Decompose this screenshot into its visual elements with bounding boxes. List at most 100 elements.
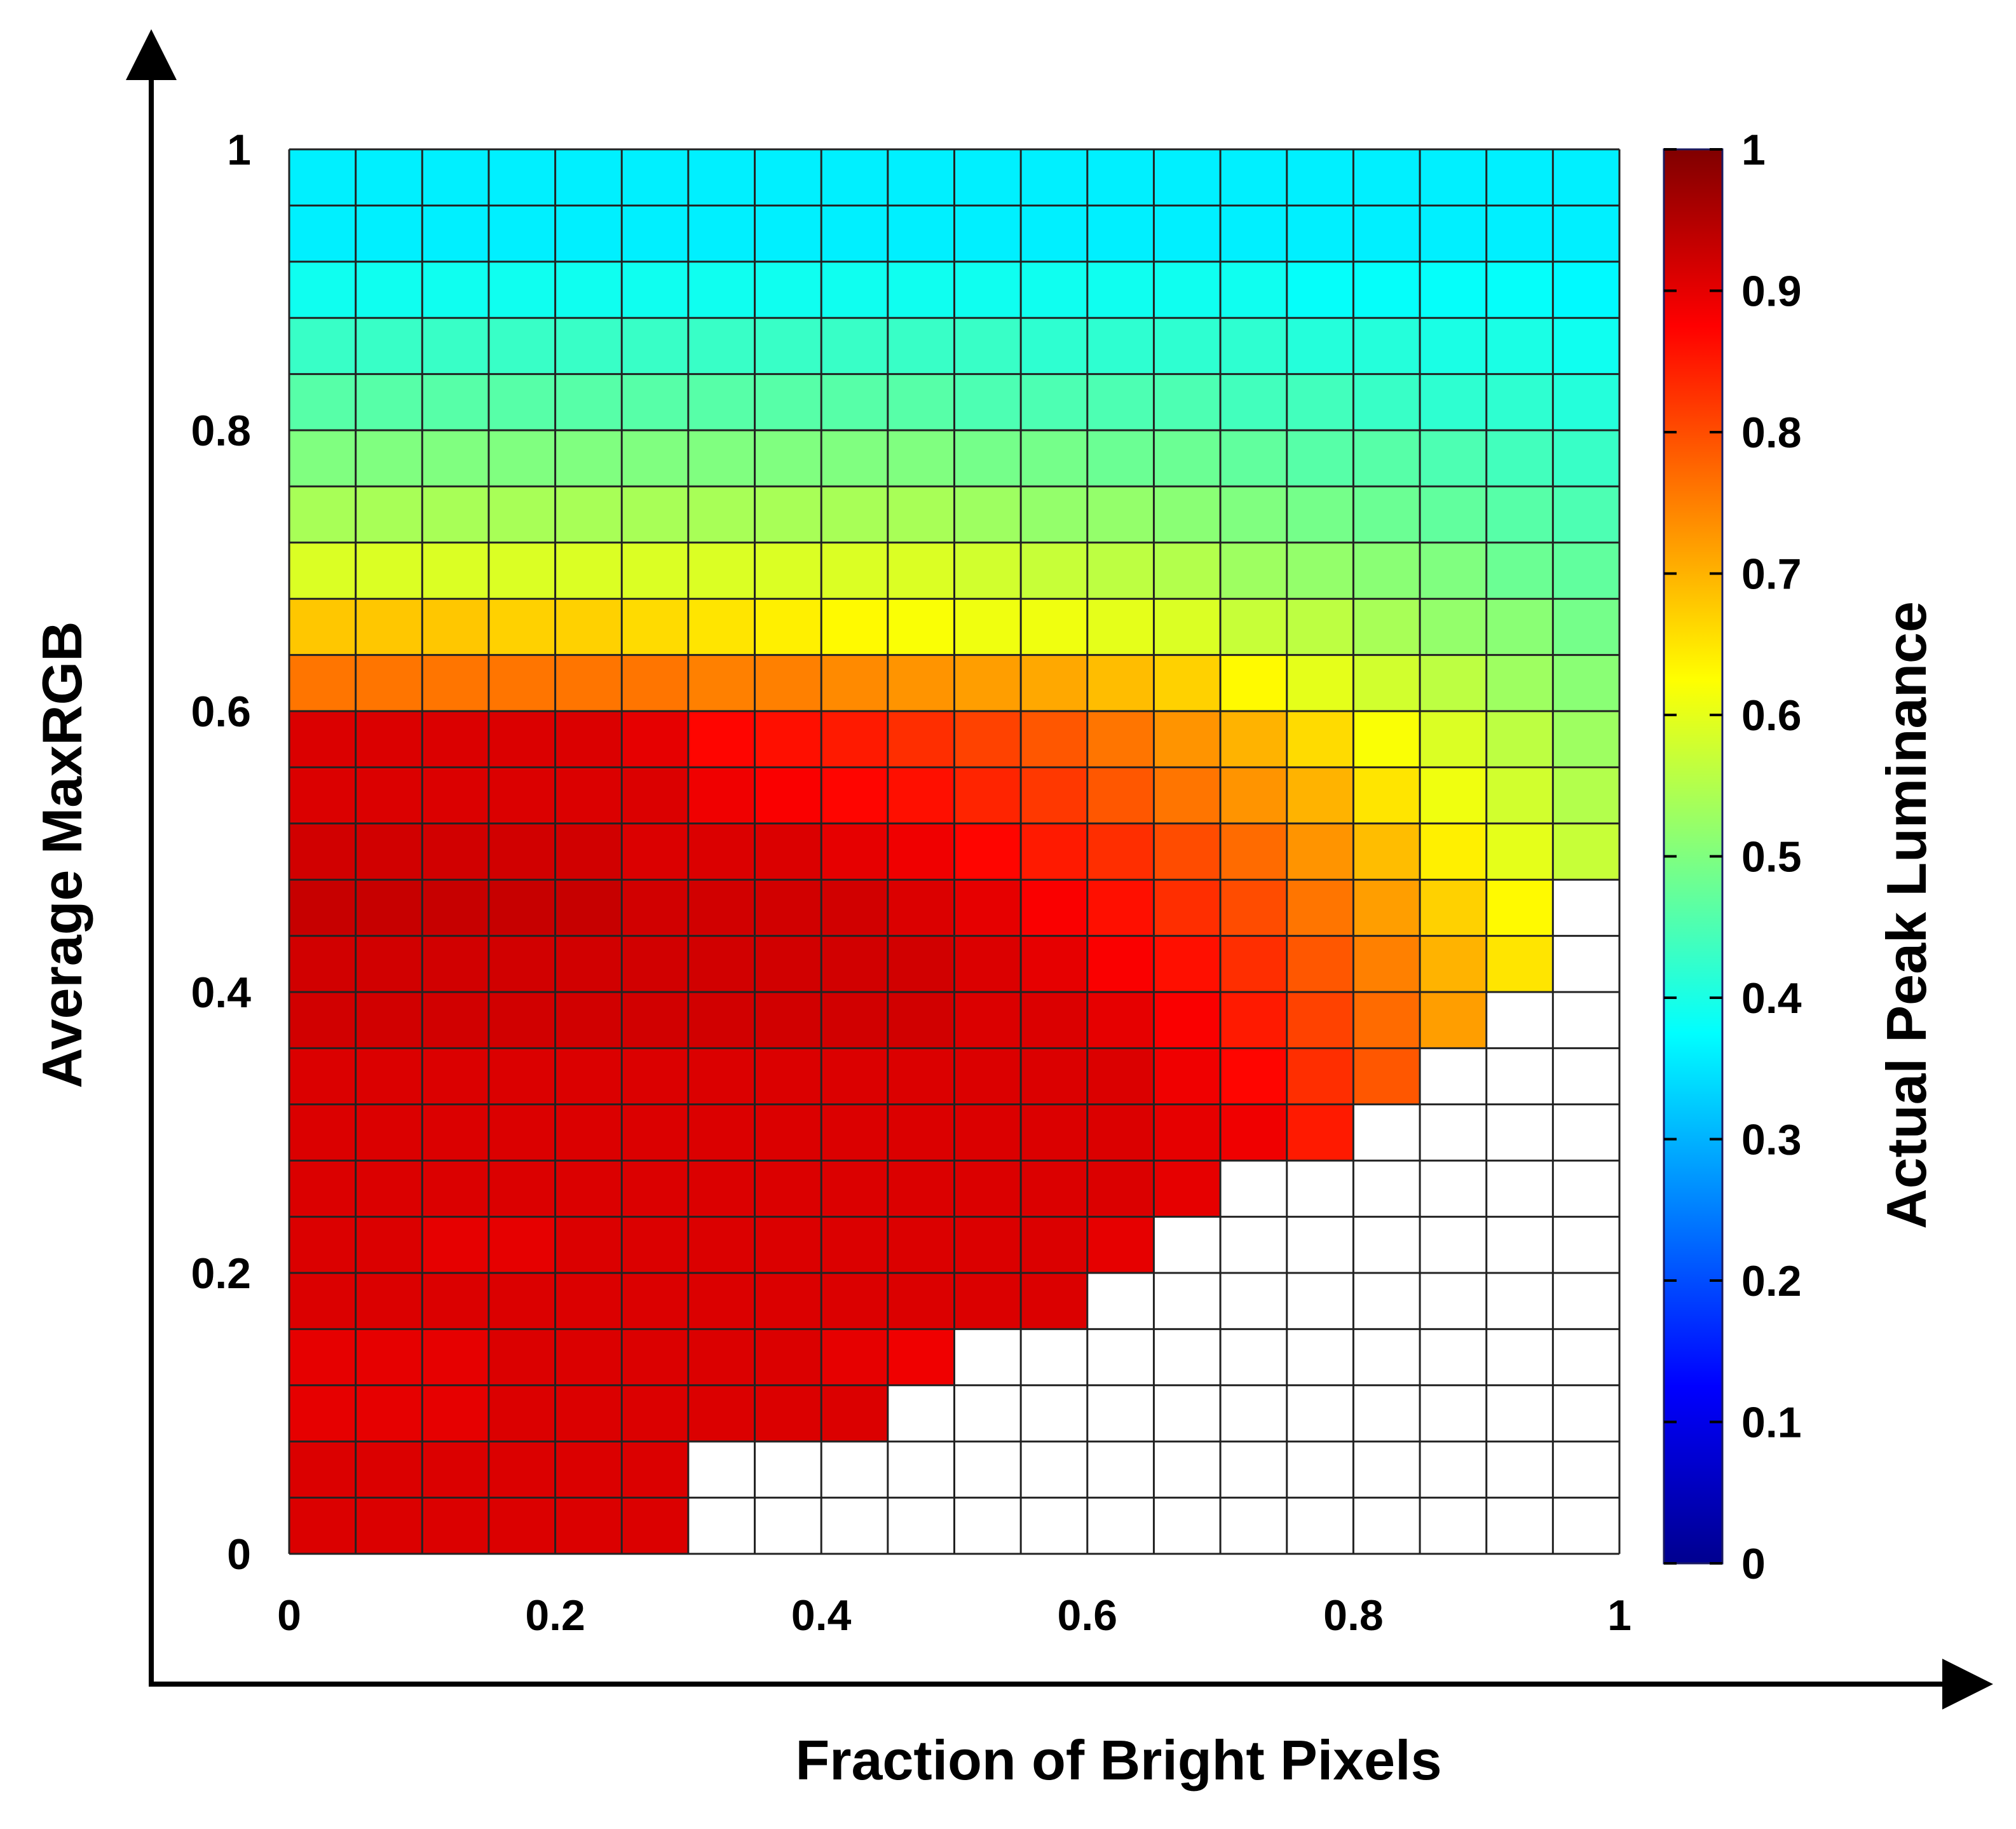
heatmap-cell: [1154, 711, 1221, 768]
heatmap-cell: [1087, 1329, 1154, 1386]
heatmap-cell: [488, 767, 556, 824]
heatmap-cell: [1553, 1497, 1620, 1554]
heatmap-cell: [821, 1441, 889, 1499]
heatmap-cell: [422, 542, 489, 599]
heatmap-cell: [355, 149, 423, 206]
heatmap-cell: [754, 1441, 822, 1499]
heatmap-cell: [1486, 767, 1553, 824]
heatmap-cell: [422, 1385, 489, 1442]
heatmap-cell: [289, 1497, 357, 1554]
heatmap-cell: [422, 149, 489, 206]
heatmap-cell: [1420, 1160, 1487, 1218]
heatmap-cell: [1154, 149, 1221, 206]
heatmap-cell: [289, 318, 357, 375]
heatmap-cell: [622, 1385, 689, 1442]
heatmap-cell: [289, 935, 357, 993]
heatmap-cell: [1420, 1441, 1487, 1499]
heatmap-cell: [488, 430, 556, 487]
heatmap-cell: [1087, 1104, 1154, 1161]
heatmap-cell: [1353, 1497, 1420, 1554]
heatmap-cell: [821, 1160, 889, 1218]
heatmap-cell: [488, 599, 556, 656]
heatmap-cell: [555, 1329, 622, 1386]
heatmap-cell: [555, 992, 622, 1049]
colorbar-tick-label: 0.8: [1741, 409, 1802, 457]
heatmap-cell: [754, 1385, 822, 1442]
heatmap-cell: [1021, 149, 1088, 206]
heatmap-cell: [1021, 430, 1088, 487]
heatmap-cell: [355, 1104, 423, 1161]
heatmap-cell: [821, 318, 889, 375]
heatmap-cell: [1353, 655, 1420, 712]
heatmap-cell: [1087, 1216, 1154, 1274]
heatmap-cell: [954, 1441, 1021, 1499]
heatmap-cell: [622, 1329, 689, 1386]
heatmap-cell: [289, 1329, 357, 1386]
heatmap-cell: [1021, 374, 1088, 431]
heatmap-cell: [1553, 542, 1620, 599]
heatmap-cell: [887, 318, 955, 375]
heatmap-cell: [1420, 711, 1487, 768]
heatmap-cell: [1420, 599, 1487, 656]
heatmap-cell: [1553, 711, 1620, 768]
heatmap-cell: [422, 711, 489, 768]
heatmap-cell: [289, 1441, 357, 1499]
heatmap-cell: [289, 542, 357, 599]
heatmap-cell: [488, 823, 556, 880]
heatmap-cell: [688, 880, 756, 937]
heatmap-cell: [422, 1273, 489, 1329]
heatmap-cell: [1553, 430, 1620, 487]
heatmap-cell: [555, 880, 622, 937]
heatmap-cell: [821, 205, 889, 262]
heatmap-cell: [555, 1441, 622, 1499]
heatmap-cell: [821, 1216, 889, 1274]
heatmap-cell: [1021, 1329, 1088, 1386]
heatmap-cell: [355, 374, 423, 431]
heatmap-cell: [488, 1385, 556, 1442]
heatmap-cell: [1353, 374, 1420, 431]
x-axis-label: Fraction of Bright Pixels: [795, 1729, 1441, 1792]
heatmap-cell: [754, 149, 822, 206]
y-tick-label: 1: [227, 126, 251, 174]
heatmap-cell: [821, 1497, 889, 1554]
heatmap-cell: [1286, 992, 1354, 1049]
heatmap-cell: [422, 430, 489, 487]
heatmap-cell: [754, 261, 822, 318]
heatmap-cell: [1553, 1160, 1620, 1218]
heatmap-cell: [754, 1160, 822, 1218]
heatmap-cell: [1021, 711, 1088, 768]
heatmap-cell: [289, 486, 357, 543]
heatmap-cell: [1420, 486, 1487, 543]
heatmap-cell: [355, 430, 423, 487]
heatmap-cell: [754, 486, 822, 543]
heatmap-cell: [688, 1048, 756, 1105]
heatmap-cell: [1486, 1441, 1553, 1499]
heatmap-cell: [887, 1216, 955, 1274]
heatmap-cell: [355, 1160, 423, 1218]
heatmap-cell: [1087, 149, 1154, 206]
heatmap-cell: [555, 655, 622, 712]
heatmap-cell: [289, 149, 357, 206]
heatmap-cell: [1553, 880, 1620, 937]
heatmap-cell: [289, 205, 357, 262]
heatmap-cell: [1420, 1048, 1487, 1105]
heatmap-cell: [1286, 1216, 1354, 1274]
heatmap-cell: [355, 1329, 423, 1386]
heatmap-cell: [821, 823, 889, 880]
heatmap-cell: [1353, 261, 1420, 318]
heatmap-cell: [422, 992, 489, 1049]
heatmap-cell: [488, 1441, 556, 1499]
heatmap-cell: [1353, 486, 1420, 543]
heatmap-cell: [1286, 711, 1354, 768]
heatmap-cell: [1353, 992, 1420, 1049]
heatmap-cell: [1420, 1104, 1487, 1161]
heatmap-cell: [622, 1048, 689, 1105]
heatmap-cell: [1553, 1385, 1620, 1442]
heatmap-cell: [1220, 149, 1288, 206]
heatmap-cell: [954, 655, 1021, 712]
heatmap-cell: [422, 486, 489, 543]
heatmap-cell: [1420, 430, 1487, 487]
heatmap-cell: [1154, 542, 1221, 599]
heatmap-cell: [821, 599, 889, 656]
heatmap-cell: [1486, 655, 1553, 712]
